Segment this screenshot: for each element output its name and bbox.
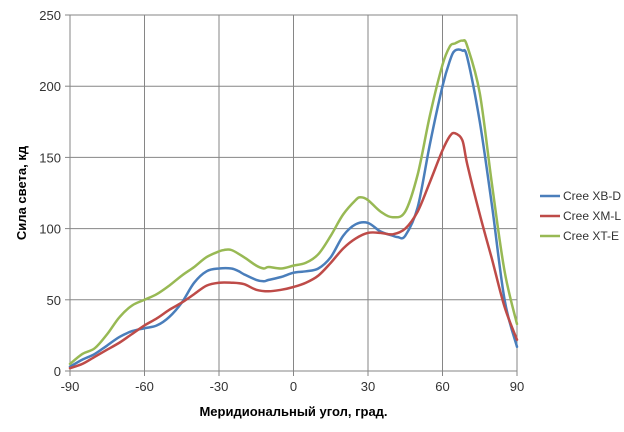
grid	[69, 14, 518, 372]
x-tick-label: 0	[290, 379, 297, 394]
x-tick-label: -90	[61, 379, 80, 394]
legend: Cree XB-D Cree XM-L Cree XT-E	[540, 189, 621, 243]
series-lines	[68, 39, 519, 370]
x-tick-label: -60	[135, 379, 154, 394]
y-tick-label: 150	[39, 150, 61, 165]
x-tick-label: 90	[510, 379, 524, 394]
y-tick-label: 50	[47, 293, 61, 308]
legend-label: Cree XB-D	[563, 189, 621, 203]
series-line-cree-xb-d	[68, 48, 519, 368]
x-tick-label: 30	[361, 379, 375, 394]
x-tick-label: -30	[210, 379, 229, 394]
x-axis-title: Меридиональный угол, град.	[199, 404, 387, 419]
legend-label: Cree XT-E	[563, 229, 619, 243]
series-line-cree-xt-e	[68, 39, 519, 366]
y-tick-label: 100	[39, 222, 61, 237]
y-tick-label: 200	[39, 79, 61, 94]
y-tick-label: 250	[39, 8, 61, 23]
x-tick-label: 60	[435, 379, 449, 394]
legend-label: Cree XM-L	[563, 209, 621, 223]
y-tick-label: 0	[54, 364, 61, 379]
axes: -90 -60 -30 0 30 60 90 0 50 100 150 200 250	[39, 8, 524, 394]
y-axis-title: Сила света, кд	[14, 145, 29, 240]
series-line-cree-xm-l	[68, 131, 519, 370]
